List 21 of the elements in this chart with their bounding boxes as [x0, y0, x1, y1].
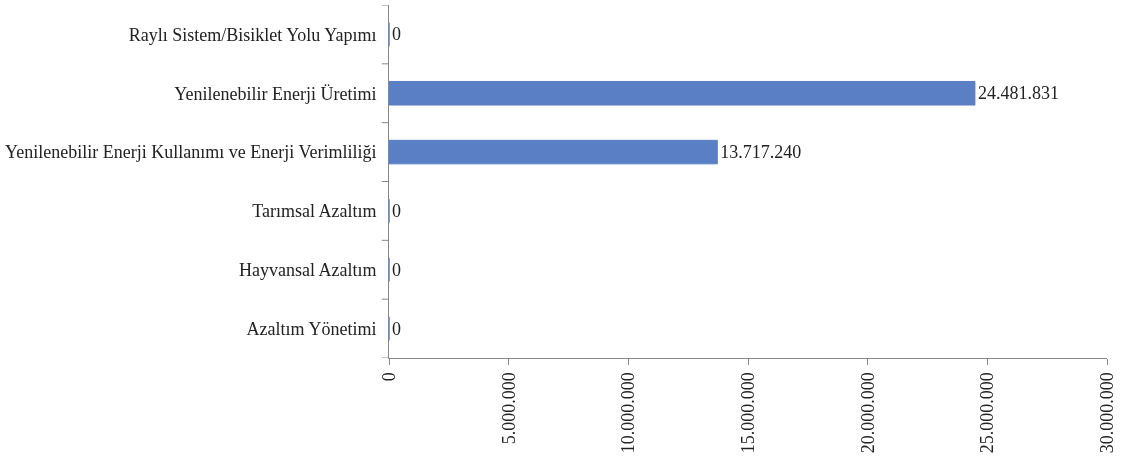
x-tick-label: 5.000.000 — [498, 372, 519, 445]
x-tick-label: 30.000.000 — [1096, 372, 1117, 454]
y-tick-label: Tarımsal Azaltım — [252, 201, 377, 222]
x-tick-label: 20.000.000 — [857, 372, 878, 454]
y-tick-label: Raylı Sistem/Bisiklet Yolu Yapımı — [128, 24, 377, 45]
x-tick-label: 25.000.000 — [977, 372, 998, 454]
y-tick-label: Yenilenebilir Enerji Kullanımı ve Enerji Verimliliği — [5, 142, 377, 163]
y-tick-label: Hayvansal Azaltım — [238, 260, 377, 281]
x-tick-label: 15.000.000 — [737, 372, 758, 454]
data-label: 0 — [392, 24, 401, 45]
data-label: 13.717.240 — [720, 142, 802, 163]
x-tick-label: 10.000.000 — [618, 372, 639, 454]
data-label: 0 — [392, 259, 401, 280]
data-label: 0 — [392, 318, 401, 339]
bar — [389, 80, 976, 106]
bar — [389, 139, 718, 165]
data-label: 24.481.831 — [977, 83, 1059, 104]
x-tick-label: 0 — [378, 372, 399, 382]
data-label: 0 — [392, 200, 401, 221]
y-tick-label: Azaltım Yönetimi — [246, 318, 377, 339]
y-tick-label: Yenilenebilir Enerji Üretimi — [174, 83, 377, 104]
